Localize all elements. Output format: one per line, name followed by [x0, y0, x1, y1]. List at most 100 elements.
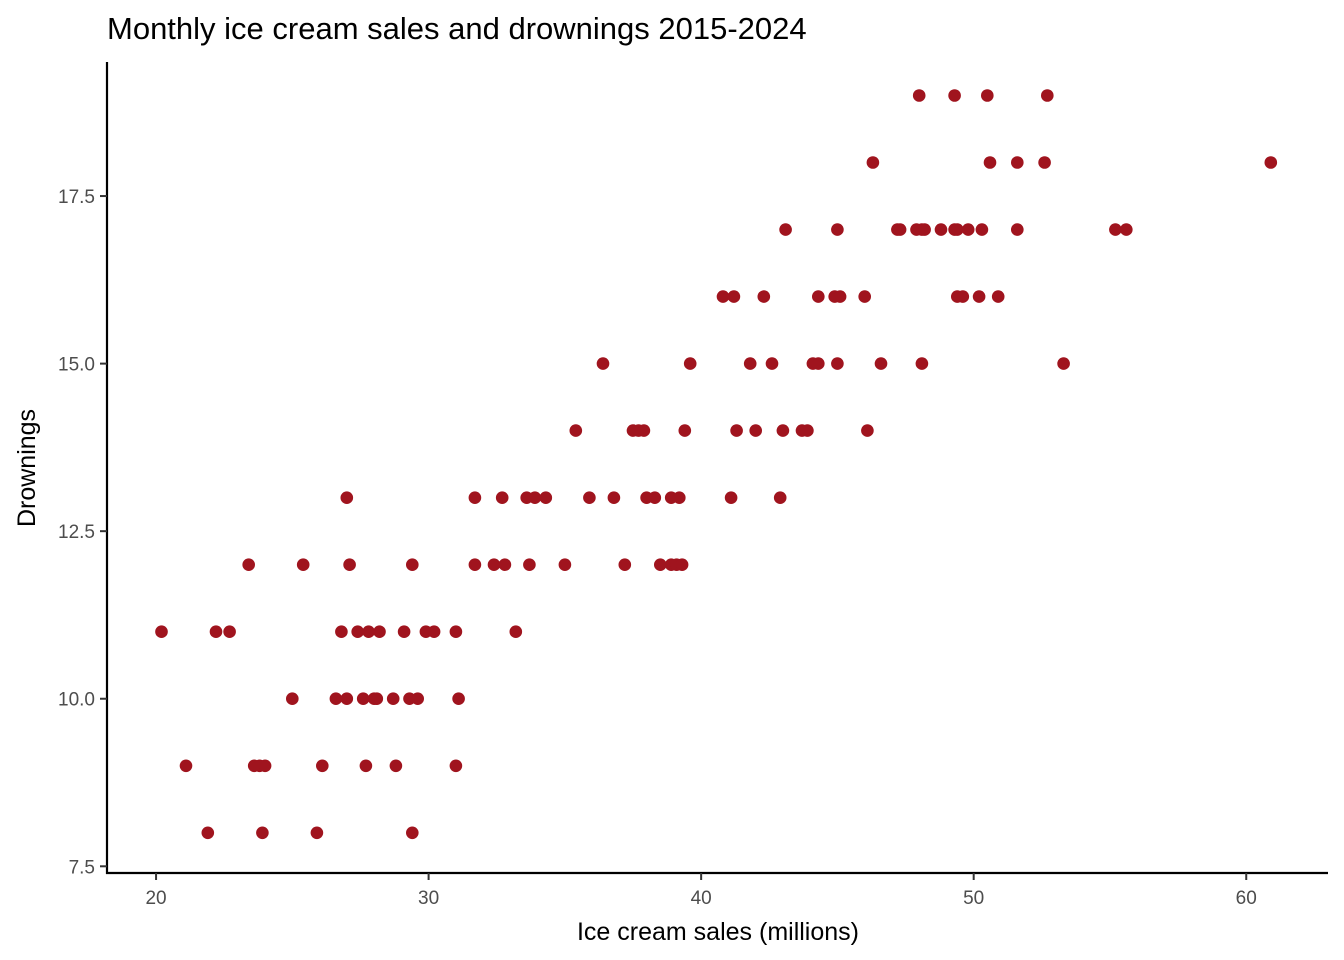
data-point: [449, 759, 463, 773]
data-point: [951, 223, 964, 236]
data-point: [468, 558, 482, 571]
data-point: [893, 223, 907, 236]
data-point: [757, 290, 771, 303]
data-point: [801, 424, 814, 437]
data-point: [833, 290, 847, 303]
data-point: [683, 357, 697, 370]
data-point: [487, 558, 501, 571]
data-point: [812, 357, 825, 370]
data-point: [961, 223, 975, 236]
data-point: [209, 625, 223, 638]
data-point: [918, 223, 931, 236]
data-point: [509, 625, 523, 638]
y-axis-title: Drownings: [13, 409, 41, 527]
data-point: [673, 491, 686, 505]
data-point: [779, 223, 792, 236]
data-point: [607, 491, 621, 505]
data-point: [831, 357, 844, 370]
x-axis-ticks: 20 30 40 50 60: [145, 873, 1257, 909]
data-point: [427, 625, 441, 638]
y-tick-label: 17.5: [58, 187, 95, 208]
data-point: [296, 558, 310, 571]
data-point: [523, 558, 536, 571]
data-point: [1109, 223, 1122, 236]
data-point: [389, 759, 403, 773]
data-point: [773, 491, 787, 505]
data-point: [539, 491, 553, 505]
data-point: [812, 290, 825, 303]
data-point: [675, 558, 689, 571]
data-point: [749, 424, 762, 437]
data-point: [678, 424, 692, 437]
data-point: [449, 625, 463, 638]
y-axis-ticks: 7.5 10.0 12.5 15.0 17.5: [58, 187, 107, 878]
data-point: [495, 491, 509, 505]
data-point: [286, 692, 299, 705]
data-point: [411, 692, 425, 705]
data-point: [654, 558, 667, 571]
data-point: [743, 357, 757, 370]
data-point: [866, 156, 880, 169]
data-point: [201, 826, 215, 840]
data-point: [386, 692, 400, 705]
data-point: [343, 558, 356, 571]
data-point: [858, 290, 871, 303]
data-point: [776, 424, 790, 437]
data-point: [765, 357, 779, 370]
y-tick-label: 7.5: [69, 857, 95, 878]
data-point: [356, 692, 370, 705]
data-point: [1011, 156, 1024, 169]
data-points: [155, 89, 1278, 840]
x-tick-label: 50: [963, 888, 984, 909]
data-point: [724, 491, 738, 505]
data-point: [991, 290, 1005, 303]
x-tick-label: 30: [418, 888, 439, 909]
data-point: [1041, 89, 1054, 102]
data-point: [498, 558, 512, 571]
data-point: [1264, 156, 1278, 169]
y-tick-label: 15.0: [58, 355, 95, 376]
data-point: [256, 826, 269, 840]
data-point: [340, 491, 354, 505]
data-point: [406, 826, 419, 840]
data-point: [242, 558, 255, 571]
data-point: [223, 625, 236, 638]
data-point: [716, 290, 730, 303]
data-point: [637, 424, 651, 437]
x-axis-title: Ice cream sales (millions): [577, 918, 859, 946]
data-point: [359, 759, 373, 773]
data-point: [340, 692, 354, 705]
y-tick-label: 10.0: [58, 690, 95, 711]
data-point: [370, 692, 384, 705]
data-point: [316, 759, 329, 773]
data-point: [727, 290, 741, 303]
data-point: [179, 759, 193, 773]
data-point: [1057, 357, 1070, 370]
data-point: [373, 625, 386, 638]
data-point: [351, 625, 365, 638]
data-point: [874, 357, 888, 370]
data-point: [335, 625, 348, 638]
data-point: [1120, 223, 1133, 236]
data-point: [730, 424, 743, 437]
data-point: [915, 357, 929, 370]
data-point: [983, 156, 997, 169]
data-point: [258, 759, 272, 773]
y-tick-label: 12.5: [58, 522, 95, 543]
data-point: [618, 558, 632, 571]
data-point: [596, 357, 610, 370]
data-point: [934, 223, 948, 236]
data-point: [1011, 223, 1024, 236]
data-point: [362, 625, 375, 638]
data-point: [831, 223, 844, 236]
data-point: [972, 290, 986, 303]
data-point: [468, 491, 482, 505]
x-tick-label: 20: [145, 888, 166, 909]
data-point: [583, 491, 596, 505]
x-tick-label: 60: [1236, 888, 1257, 909]
data-point: [452, 692, 465, 705]
data-point: [406, 558, 419, 571]
data-point: [861, 424, 874, 437]
data-point: [397, 625, 411, 638]
